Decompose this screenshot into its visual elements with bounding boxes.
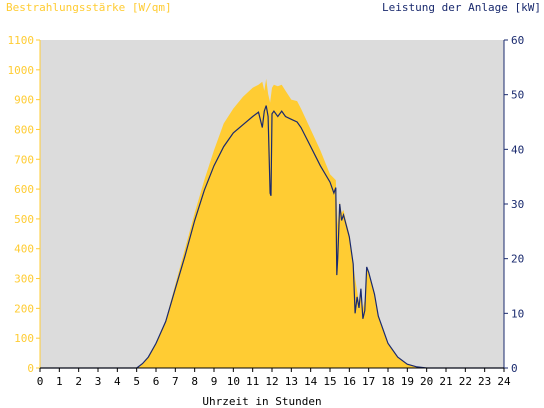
irradiance-series bbox=[40, 78, 504, 369]
x-axis-label: Uhrzeit in Stunden bbox=[202, 395, 321, 408]
x-tick-label: 10 bbox=[227, 375, 240, 388]
left-tick-label: 300 bbox=[14, 273, 34, 286]
x-tick-label: 4 bbox=[114, 375, 121, 388]
x-tick-label: 2 bbox=[75, 375, 82, 388]
irradiance-area bbox=[40, 78, 504, 369]
right-tick-label: 0 bbox=[511, 362, 518, 375]
right-tick-label: 10 bbox=[511, 307, 524, 320]
x-tick-label: 5 bbox=[133, 375, 140, 388]
x-tick-label: 20 bbox=[420, 375, 433, 388]
left-tick-label: 800 bbox=[14, 123, 34, 136]
x-tick-label: 3 bbox=[95, 375, 102, 388]
axes bbox=[36, 39, 508, 372]
x-tick-label: 8 bbox=[191, 375, 198, 388]
right-tick-label: 20 bbox=[511, 253, 524, 266]
left-tick-label: 1100 bbox=[8, 34, 35, 47]
x-tick-label: 7 bbox=[172, 375, 179, 388]
left-tick-label: 1000 bbox=[8, 64, 35, 77]
x-tick-label: 19 bbox=[401, 375, 414, 388]
x-tick-label: 16 bbox=[343, 375, 356, 388]
right-tick-label: 60 bbox=[511, 34, 524, 47]
left-axis-label: Bestrahlungsstärke [W/qm] bbox=[6, 1, 172, 14]
x-tick-label: 21 bbox=[439, 375, 452, 388]
x-tick-label: 1 bbox=[56, 375, 63, 388]
left-tick-label: 900 bbox=[14, 94, 34, 107]
x-tick-label: 9 bbox=[211, 375, 218, 388]
left-tick-label: 700 bbox=[14, 153, 34, 166]
x-tick-label: 11 bbox=[246, 375, 259, 388]
left-tick-label: 600 bbox=[14, 183, 34, 196]
left-tick-label: 0 bbox=[27, 362, 34, 375]
power-line bbox=[40, 105, 504, 369]
x-tick-label: 0 bbox=[37, 375, 44, 388]
x-tick-label: 18 bbox=[381, 375, 394, 388]
x-tick-label: 22 bbox=[459, 375, 472, 388]
left-tick-label: 200 bbox=[14, 302, 34, 315]
left-tick-label: 500 bbox=[14, 213, 34, 226]
right-tick-label: 50 bbox=[511, 89, 524, 102]
x-tick-label: 17 bbox=[362, 375, 375, 388]
right-axis-label: Leistung der Anlage [kW] bbox=[382, 1, 541, 14]
x-tick-label: 13 bbox=[285, 375, 298, 388]
right-tick-label: 40 bbox=[511, 143, 524, 156]
x-tick-label: 6 bbox=[153, 375, 160, 388]
x-tick-label: 15 bbox=[323, 375, 336, 388]
power-series bbox=[40, 105, 504, 369]
x-tick-label: 12 bbox=[265, 375, 278, 388]
x-tick-label: 14 bbox=[304, 375, 318, 388]
x-tick-label: 23 bbox=[478, 375, 491, 388]
x-tick-label: 24 bbox=[497, 375, 511, 388]
left-tick-label: 400 bbox=[14, 243, 34, 256]
left-tick-label: 100 bbox=[14, 332, 34, 345]
tick-labels: 0100200300400500600700800900100011000102… bbox=[8, 34, 525, 388]
right-tick-label: 30 bbox=[511, 198, 524, 211]
